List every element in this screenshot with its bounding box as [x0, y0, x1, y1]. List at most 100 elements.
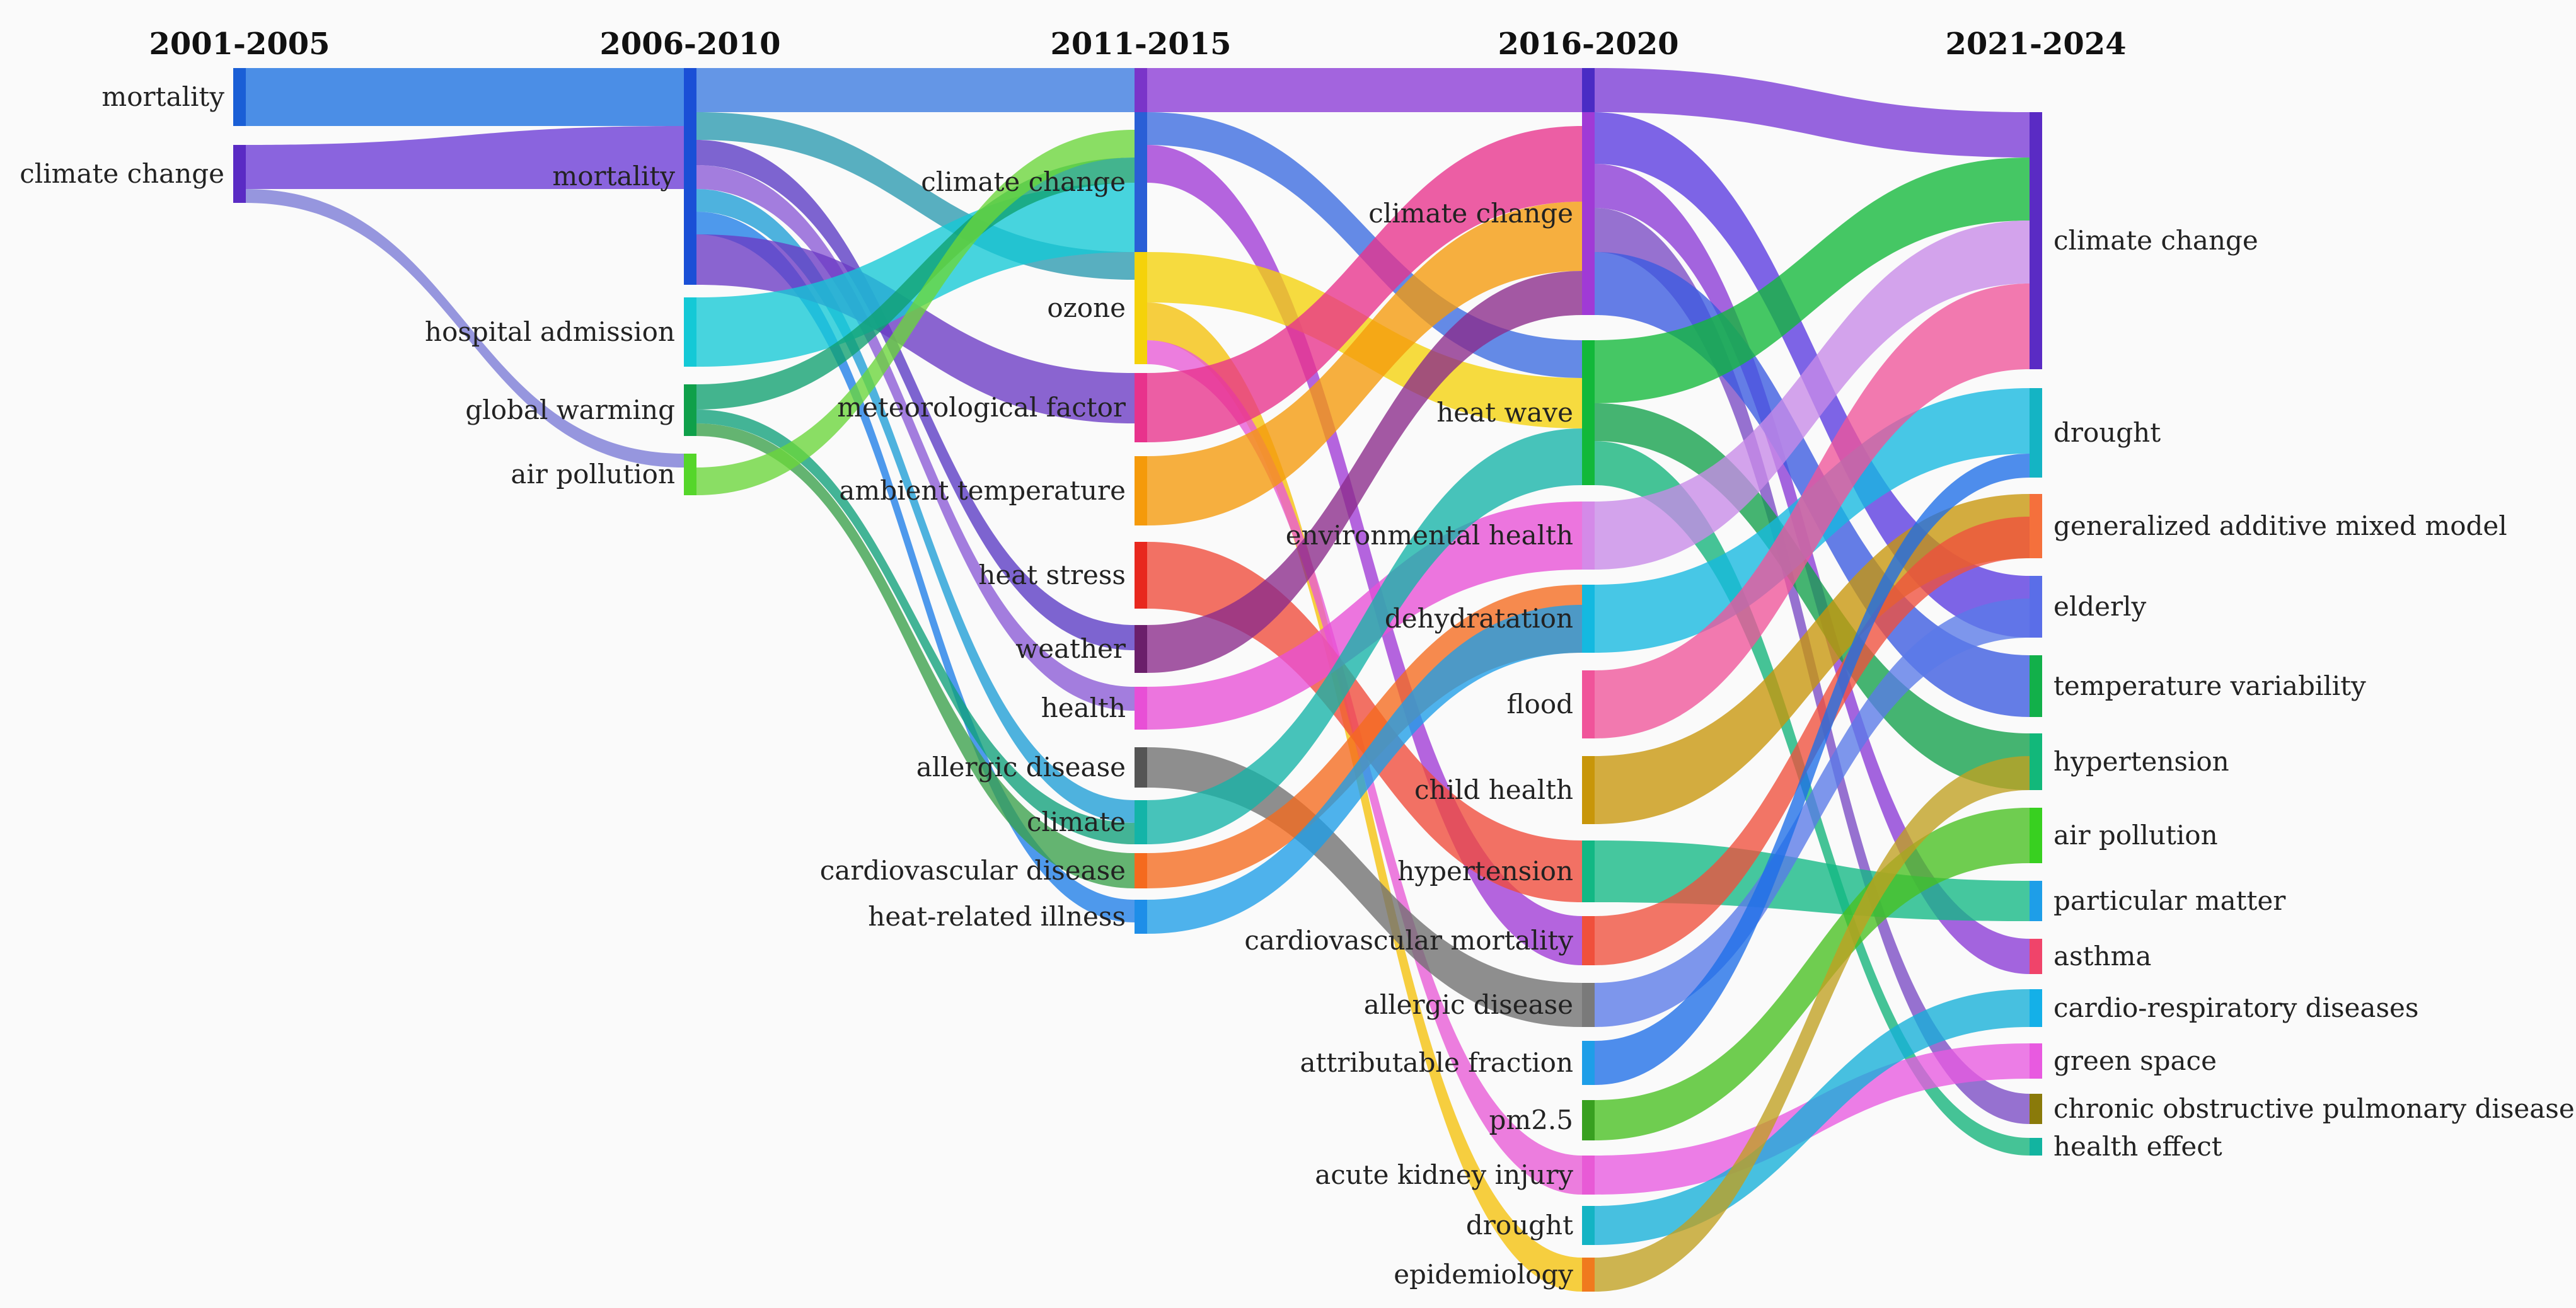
node-bar-c3-drought[interactable] — [1582, 1206, 1595, 1245]
node-bar-c3-dehyd[interactable] — [1582, 585, 1595, 653]
node-bar-c4-air[interactable] — [2030, 808, 2042, 863]
node-label-c4-air: air pollution — [2053, 820, 2218, 851]
node-label-c2-ambient: ambient temperature — [839, 475, 1126, 506]
node-bar-c3-env[interactable] — [1582, 502, 1595, 570]
period-header-2: 2011-2015 — [1050, 26, 1231, 62]
node-bar-c2-cardio[interactable] — [1135, 853, 1147, 888]
flow-link-cardiomort-to-gamm — [1595, 517, 2030, 965]
links-layer — [246, 68, 2030, 1292]
flow-link-climate-to-cardiomort — [1147, 145, 1582, 965]
node-bar-c4-elderly[interactable] — [2030, 576, 2042, 638]
node-bar-c4-drought[interactable] — [2030, 388, 2042, 478]
node-bar-c2-climate[interactable] — [1135, 112, 1147, 252]
node-bar-c3-heatwave[interactable] — [1582, 340, 1595, 485]
node-bar-c2-allergic[interactable] — [1135, 747, 1147, 788]
flow-link-climate-to-air — [246, 189, 684, 468]
node-bar-c3-attrib[interactable] — [1582, 1041, 1595, 1085]
node-label-c1-air: air pollution — [511, 459, 675, 490]
period-header-0: 2001-2005 — [149, 26, 330, 62]
node-bar-c0-mortality[interactable] — [233, 68, 246, 126]
flow-link-top-to-climate — [1595, 68, 2030, 158]
node-bar-c4-pm[interactable] — [2030, 881, 2042, 921]
node-label-c0-climate: climate change — [20, 158, 224, 189]
flow-link-mortality-to-weather — [696, 140, 1135, 650]
node-label-c3-child: child health — [1414, 774, 1573, 805]
node-bar-c2-ozone[interactable] — [1135, 252, 1147, 364]
node-bar-c3-flood[interactable] — [1582, 670, 1595, 738]
flow-link-drought-to-cardioresp — [1595, 989, 2030, 1245]
node-label-c2-weather: weather — [1015, 633, 1126, 664]
node-bar-c3-child[interactable] — [1582, 756, 1595, 824]
nodes-layer — [233, 68, 2042, 1292]
flow-link-climate-to-mortality — [246, 126, 684, 189]
node-bar-c0-climate[interactable] — [233, 145, 246, 203]
node-label-c3-climate: climate change — [1368, 198, 1573, 229]
node-label-c4-copd: chronic obstructive pulmonary disease — [2053, 1093, 2575, 1124]
node-label-c4-hyper: hypertension — [2053, 746, 2229, 777]
node-label-c4-green: green space — [2053, 1045, 2217, 1076]
flow-link-global-to-climate — [696, 158, 1135, 410]
node-bar-c3-pm25[interactable] — [1582, 1100, 1595, 1140]
flow-link-global-to-climate2 — [696, 410, 1135, 844]
node-label-c3-epi: epidemiology — [1394, 1259, 1573, 1290]
node-bar-c2-ambient[interactable] — [1135, 456, 1147, 525]
node-label-c2-heatstress: heat stress — [978, 559, 1126, 590]
node-label-c1-global: global warming — [465, 394, 675, 425]
node-label-c3-allergic: allergic disease — [1364, 989, 1573, 1020]
node-bar-c2-heatrel[interactable] — [1135, 900, 1147, 934]
flow-link-global-to-cardio — [696, 423, 1135, 888]
node-bar-c3-climate[interactable] — [1582, 112, 1595, 315]
flow-link-heatwave-to-hyper — [1595, 403, 2030, 790]
node-label-c2-heatrel: heat-related illness — [868, 901, 1126, 932]
node-label-c2-health: health — [1041, 692, 1126, 723]
node-bar-c4-asthma[interactable] — [2030, 939, 2042, 974]
node-bar-c3-top[interactable] — [1582, 68, 1595, 112]
node-bar-c2-climate2[interactable] — [1135, 800, 1147, 844]
node-bar-c1-mortality[interactable] — [684, 68, 696, 285]
flow-link-flood-to-climate — [1595, 284, 2030, 738]
node-bar-c4-tempvar[interactable] — [2030, 655, 2042, 717]
node-bar-c4-hyper[interactable] — [2030, 733, 2042, 790]
flow-link-allergic-to-allergic — [1147, 747, 1582, 1027]
node-bar-c3-hyper[interactable] — [1582, 840, 1595, 902]
node-bar-c4-cardioresp[interactable] — [2030, 989, 2042, 1027]
node-bar-c1-air[interactable] — [684, 454, 696, 495]
node-label-c4-elderly: elderly — [2053, 591, 2147, 622]
node-label-c4-pm: particular matter — [2053, 885, 2286, 916]
flow-link-pm25-to-air — [1595, 808, 2030, 1140]
node-label-c3-heatwave: heat wave — [1436, 397, 1573, 428]
flow-link-mortality-to-mortality — [696, 68, 1135, 112]
node-label-c3-env: environmental health — [1286, 520, 1573, 551]
node-label-c1-mortality: mortality — [552, 161, 675, 192]
node-bar-c2-heatstress[interactable] — [1135, 542, 1147, 609]
node-bar-c2-health[interactable] — [1135, 687, 1147, 730]
node-bar-c3-aki[interactable] — [1582, 1156, 1595, 1195]
node-label-c4-healtheffect: health effect — [2053, 1131, 2222, 1162]
node-bar-c1-global[interactable] — [684, 384, 696, 436]
node-bar-c2-mortality[interactable] — [1135, 68, 1147, 112]
flow-link-climate2-to-heatwave — [1147, 428, 1582, 844]
flow-link-attrib-to-drought — [1595, 454, 2030, 1085]
node-label-c4-climate: climate change — [2053, 225, 2258, 256]
node-bar-c2-weather[interactable] — [1135, 625, 1147, 673]
node-bar-c1-hospital[interactable] — [684, 297, 696, 367]
node-bar-c2-meteo[interactable] — [1135, 373, 1147, 442]
node-bar-c3-cardiomort[interactable] — [1582, 916, 1595, 965]
flow-link-meteo-to-climate — [1147, 126, 1582, 442]
node-label-c3-flood: flood — [1507, 689, 1573, 720]
node-bar-c4-healtheffect[interactable] — [2030, 1138, 2042, 1156]
node-bar-c3-allergic[interactable] — [1582, 983, 1595, 1027]
node-bar-c4-green[interactable] — [2030, 1043, 2042, 1079]
node-label-c4-tempvar: temperature variability — [2053, 670, 2366, 701]
node-label-c3-pm25: pm2.5 — [1489, 1104, 1573, 1135]
node-label-c2-cardio: cardiovascular disease — [820, 855, 1126, 886]
node-label-c4-gamm: generalized additive mixed model — [2053, 510, 2507, 541]
flow-link-epi-to-hyper — [1595, 756, 2030, 1292]
node-bar-c4-copd[interactable] — [2030, 1094, 2042, 1124]
node-bar-c3-epi[interactable] — [1582, 1258, 1595, 1292]
node-bar-c4-climate[interactable] — [2030, 112, 2042, 369]
node-bar-c4-gamm[interactable] — [2030, 494, 2042, 558]
flow-link-mortality-to-climate2 — [696, 189, 1135, 823]
